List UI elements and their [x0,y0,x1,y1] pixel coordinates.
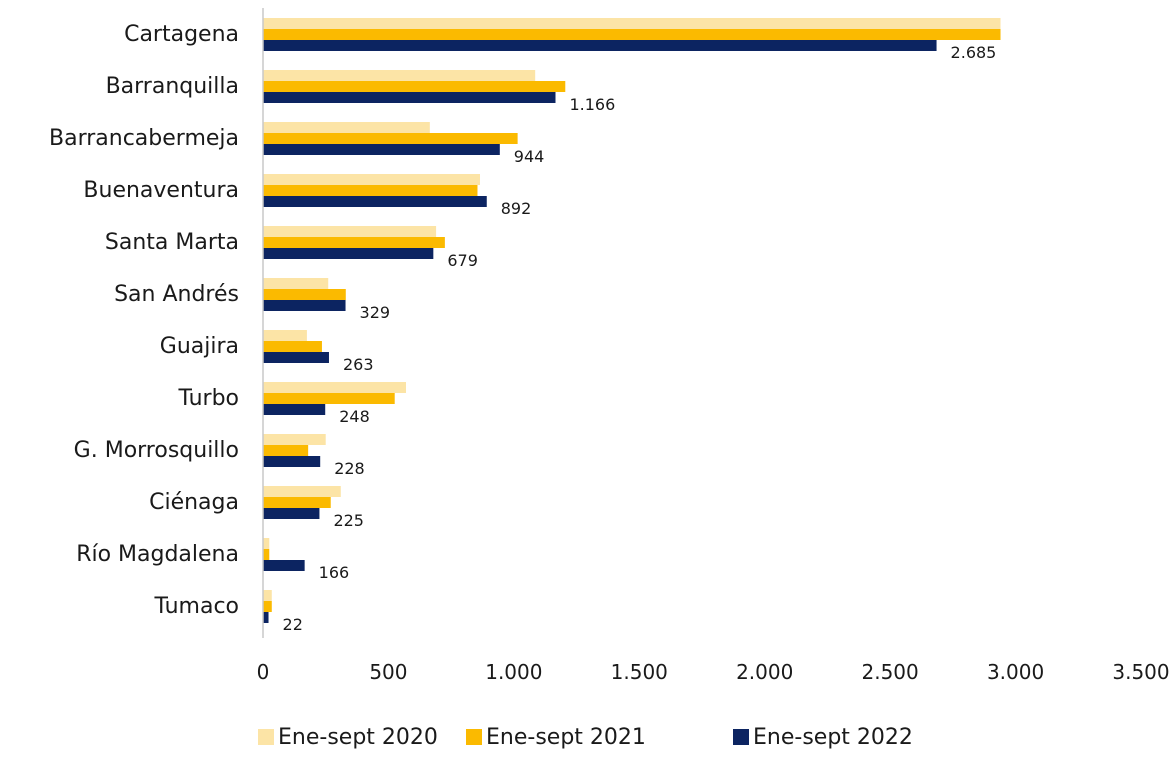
x-tick-label: 2.500 [862,660,919,684]
bar [263,300,346,311]
bar [263,382,406,393]
legend-swatch [258,729,274,745]
bar [263,352,329,363]
bar [263,196,487,207]
bar [263,92,556,103]
legend-label: Ene-sept 2022 [753,725,913,750]
bar [263,497,331,508]
data-label: 1.166 [569,95,615,114]
category-label: Guajira [160,334,239,359]
data-label: 248 [339,407,370,426]
bar [263,70,536,81]
bar [263,185,478,196]
legend-swatch [733,729,749,745]
category-label: San Andrés [114,282,239,307]
data-label: 944 [514,147,545,166]
bar [263,133,518,144]
bar [263,456,321,467]
data-label: 679 [447,251,478,270]
x-tick-label: 2.000 [736,660,793,684]
bar [263,278,329,289]
legend-swatch [466,729,482,745]
category-label: Río Magdalena [76,542,239,567]
x-tick-label: 3.000 [987,660,1044,684]
x-tick-label: 1.000 [485,660,542,684]
category-label: Cartagena [124,22,239,47]
data-label: 228 [334,459,365,478]
bar [263,486,341,497]
bar [263,122,430,133]
category-label: Santa Marta [105,230,239,255]
legend-label: Ene-sept 2020 [278,725,438,750]
bar [263,289,346,300]
bar [263,393,395,404]
category-label: G. Morrosquillo [74,438,239,463]
data-label: 892 [501,199,532,218]
bar [263,445,309,456]
bar [263,248,434,259]
legend: Ene-sept 2020 Ene-sept 2021 Ene-sept 2022 [258,725,913,750]
data-label: 166 [319,563,350,582]
category-label: Barranquilla [106,74,239,99]
bar [263,508,320,519]
data-label: 2.685 [951,43,997,62]
bar [263,29,1001,40]
bar [263,174,480,185]
x-tick-label: 0 [257,660,270,684]
bar [263,590,272,601]
bar [263,18,1001,29]
bar [263,81,566,92]
category-label: Tumaco [153,594,239,619]
data-label: 225 [333,511,364,530]
labels-layer: Cartagena 2.685 Barranquilla 1.166 Barrancab… [49,22,996,634]
data-label: 263 [343,355,374,374]
x-tick-labels: 0 500 1.000 1.500 2.000 2.500 3.000 3.500 [257,660,1170,684]
x-tick-label: 500 [369,660,407,684]
data-label: 329 [360,303,391,322]
bar [263,434,326,445]
x-tick-label: 1.500 [611,660,668,684]
bar [263,144,500,155]
category-label: Turbo [177,386,239,411]
category-label: Buenaventura [83,178,239,203]
bar [263,40,937,51]
bar [263,330,307,341]
category-label: Ciénaga [149,490,239,515]
bar [263,601,272,612]
data-label: 22 [283,615,303,634]
bar [263,404,326,415]
bar [263,341,322,352]
bar [263,538,270,549]
bar [263,237,445,248]
bar [263,560,305,571]
bar [263,549,270,560]
bars-layer [263,18,1001,623]
x-tick-label: 3.500 [1112,660,1169,684]
legend-label: Ene-sept 2021 [486,725,646,750]
bar [263,612,269,623]
category-label: Barrancabermeja [49,126,239,151]
bar [263,226,437,237]
